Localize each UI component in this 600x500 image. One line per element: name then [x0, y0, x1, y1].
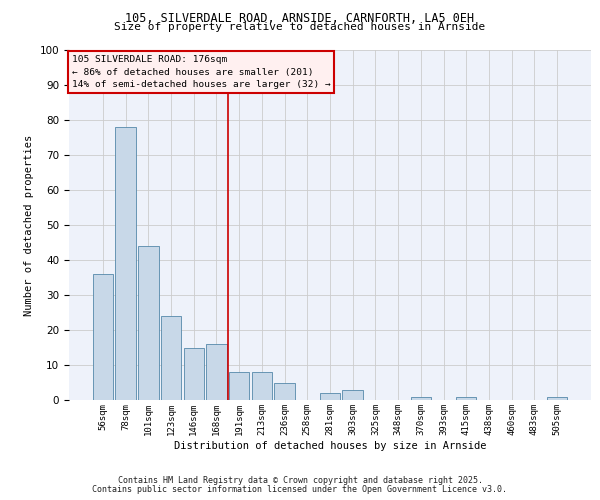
- Y-axis label: Number of detached properties: Number of detached properties: [24, 134, 34, 316]
- Bar: [251, 372, 272, 400]
- Bar: [320, 393, 340, 400]
- Text: 105 SILVERDALE ROAD: 176sqm
← 86% of detached houses are smaller (201)
14% of se: 105 SILVERDALE ROAD: 176sqm ← 86% of det…: [71, 56, 331, 90]
- Bar: [93, 274, 113, 400]
- Bar: [456, 396, 476, 400]
- Bar: [229, 372, 250, 400]
- Bar: [343, 390, 363, 400]
- Text: Contains public sector information licensed under the Open Government Licence v3: Contains public sector information licen…: [92, 484, 508, 494]
- Bar: [547, 396, 567, 400]
- X-axis label: Distribution of detached houses by size in Arnside: Distribution of detached houses by size …: [174, 440, 486, 450]
- Text: Contains HM Land Registry data © Crown copyright and database right 2025.: Contains HM Land Registry data © Crown c…: [118, 476, 482, 485]
- Bar: [206, 344, 227, 400]
- Text: 105, SILVERDALE ROAD, ARNSIDE, CARNFORTH, LA5 0EH: 105, SILVERDALE ROAD, ARNSIDE, CARNFORTH…: [125, 12, 475, 26]
- Bar: [161, 316, 181, 400]
- Bar: [138, 246, 158, 400]
- Bar: [115, 127, 136, 400]
- Bar: [410, 396, 431, 400]
- Text: Size of property relative to detached houses in Arnside: Size of property relative to detached ho…: [115, 22, 485, 32]
- Bar: [184, 348, 204, 400]
- Bar: [274, 382, 295, 400]
